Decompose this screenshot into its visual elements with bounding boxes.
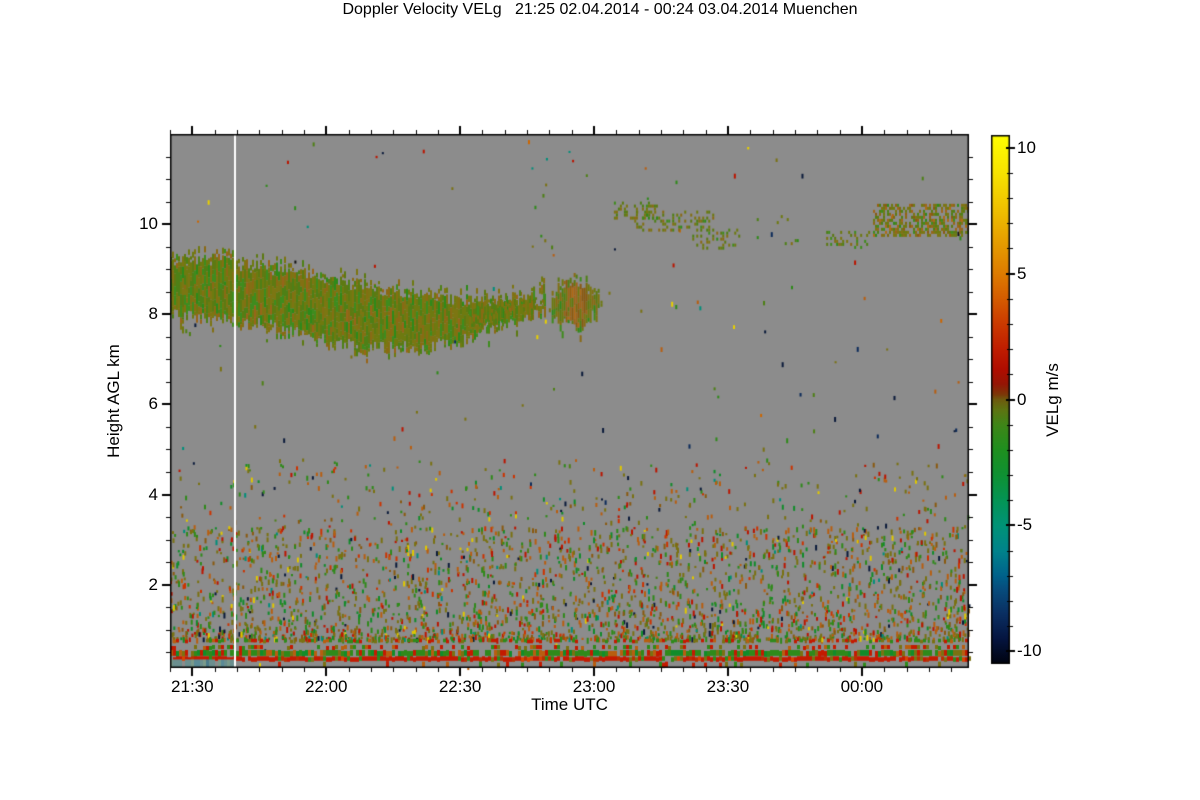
colorbar-tick-label: 0 [1017, 389, 1027, 409]
colorbar-tick-label: -5 [1017, 515, 1033, 535]
x-axis-label: Time UTC [531, 695, 608, 714]
colorbar-tick-label: 5 [1017, 263, 1027, 283]
x-tick-label: 22:00 [304, 677, 348, 696]
x-tick-label: 21:30 [171, 677, 214, 696]
y-tick-label: 10 [139, 214, 158, 234]
page-title: Doppler Velocity VELg 21:25 02.04.2014 -… [342, 1, 858, 18]
x-tick-label: 22:30 [438, 677, 482, 696]
y-tick-label: 4 [148, 484, 158, 504]
x-tick-label: 23:00 [572, 677, 616, 696]
y-tick-label: 8 [148, 304, 158, 324]
y-tick-label: 2 [148, 574, 158, 594]
y-tick-label: 6 [148, 394, 158, 414]
colorbar-tick-label: -10 [1017, 641, 1042, 661]
x-tick-label: 23:30 [706, 677, 750, 696]
colorbar-tick-label: 10 [1017, 137, 1036, 157]
x-tick-label: 00:00 [840, 677, 884, 696]
